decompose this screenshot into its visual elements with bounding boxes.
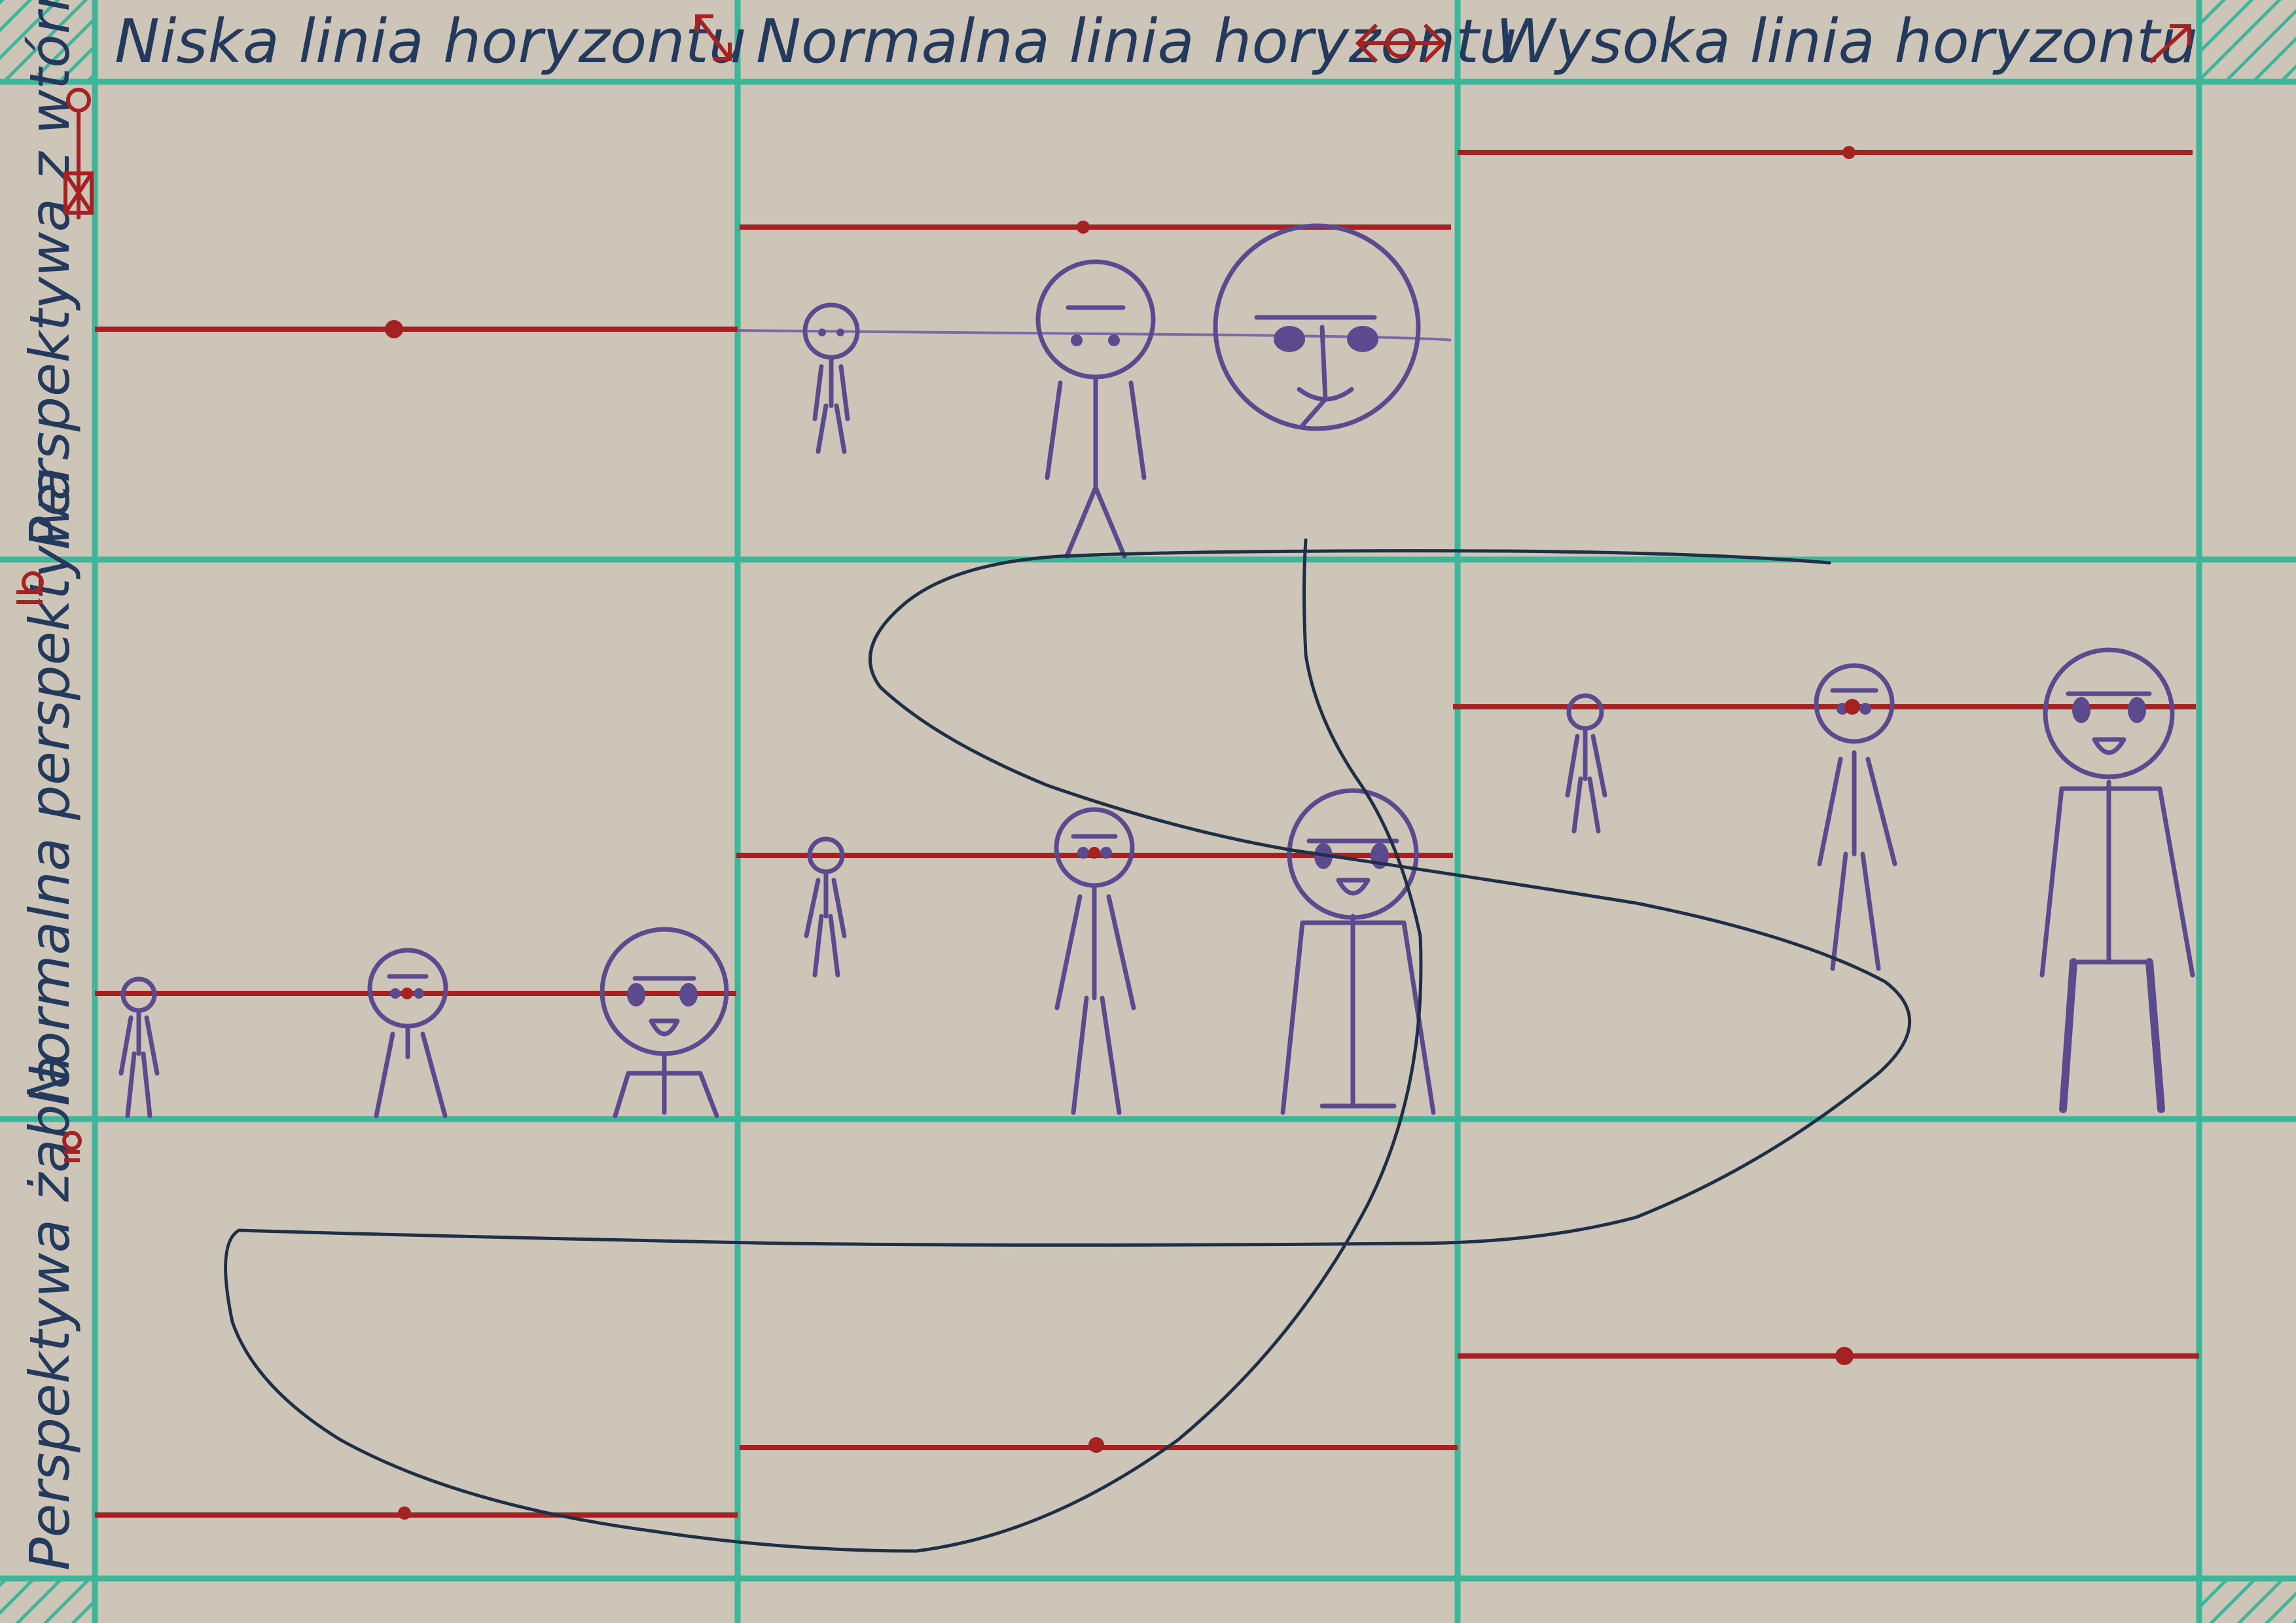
stick-figure-large-head <box>1213 223 1421 431</box>
stick-figure-medium <box>367 948 448 1118</box>
stick-figure-small <box>1565 693 1607 834</box>
stick-figure-small <box>118 976 160 1118</box>
horizon-lines-row-3 <box>95 1347 2199 1520</box>
eye-dot <box>2072 697 2146 723</box>
eye-dot <box>390 988 424 999</box>
eye-dot <box>1274 326 1378 352</box>
hatched-corner-bottom-right <box>2199 1578 2296 1623</box>
eye-dot <box>627 983 698 1007</box>
diagonal-arrow-icon <box>695 14 732 61</box>
freehand-scribble <box>224 538 1911 1553</box>
stick-figure-large <box>2039 647 2195 1113</box>
row-label-frog-perspective: Perspektywa żabia <box>18 1056 82 1571</box>
eye-dot <box>818 329 844 336</box>
stick-figure-small <box>802 302 860 454</box>
column-header-high-horizon: Wysoka linia horyzontu <box>1496 7 2198 77</box>
diagonal-arrow-icon <box>2148 24 2191 64</box>
eye-dot <box>1077 847 1112 859</box>
row-label-normal-perspective: Normalna perspektywa <box>18 467 82 1106</box>
column-header-low-horizon: Niska linia horyzontu <box>115 7 747 77</box>
hatched-corner-bottom-left <box>0 1578 95 1623</box>
hatched-corner-top-right <box>2199 0 2296 82</box>
stick-figure-large <box>600 927 729 1118</box>
eye-dot <box>1837 699 1871 715</box>
hatched-corner-top-left <box>0 0 95 82</box>
stick-figure-small <box>804 836 847 978</box>
stick-figure-icon <box>63 88 94 219</box>
stick-figure-icon <box>16 571 44 604</box>
double-arrow-icon <box>1355 23 1446 63</box>
eye-dot <box>1071 334 1120 346</box>
stick-figure-icon <box>62 1131 82 1162</box>
stick-figure-medium <box>1035 259 1156 559</box>
stick-figure-medium <box>1814 663 1897 971</box>
stick-figure-medium <box>1054 807 1136 1115</box>
